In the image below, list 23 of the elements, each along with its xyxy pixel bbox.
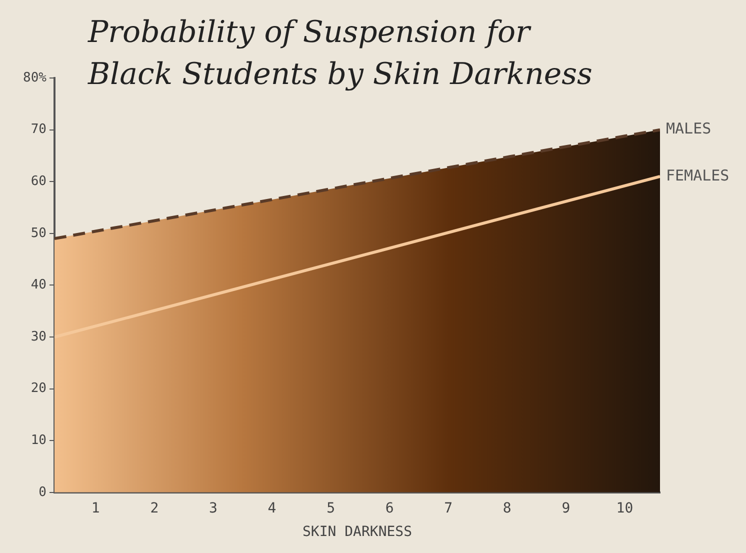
y-tick-label: 80% bbox=[22, 70, 47, 86]
x-tick-label: 9 bbox=[562, 500, 570, 516]
x-tick-label: 2 bbox=[150, 500, 159, 516]
x-tick-label: 3 bbox=[208, 500, 218, 516]
y-tick-label: 40 bbox=[30, 278, 46, 293]
y-tick-label: 20 bbox=[30, 381, 46, 396]
y-tick-label: 70 bbox=[30, 122, 46, 138]
y-tick-label: 0 bbox=[38, 484, 46, 500]
x-tick-label: 10 bbox=[616, 500, 634, 516]
x-tick-label: 7 bbox=[444, 500, 453, 516]
series-label: FEMALES bbox=[666, 166, 730, 184]
x-axis-title: SKIN DARKNESS bbox=[302, 524, 412, 540]
x-tick-label: 4 bbox=[268, 500, 276, 516]
y-tick-label: 60 bbox=[30, 174, 46, 189]
y-tick-label: 30 bbox=[30, 329, 46, 344]
y-tick-label: 10 bbox=[30, 432, 46, 448]
x-tick-label: 5 bbox=[326, 500, 336, 516]
series-label: MALES bbox=[666, 120, 712, 138]
x-tick-label: 6 bbox=[385, 500, 394, 516]
x-tick-label: 8 bbox=[502, 500, 512, 516]
x-tick-label: 1 bbox=[91, 500, 100, 516]
chart-title: Probability of Suspension for Black Students by Skin Darkness bbox=[88, 14, 594, 94]
y-tick-label: 50 bbox=[30, 226, 46, 241]
